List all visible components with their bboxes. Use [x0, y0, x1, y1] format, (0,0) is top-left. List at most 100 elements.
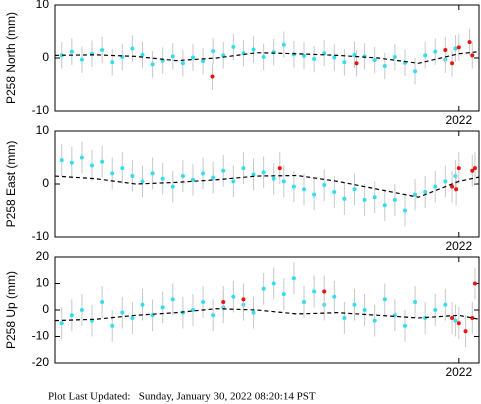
y-tick-label: 0 — [42, 176, 49, 190]
data-point — [352, 187, 357, 192]
data-point — [170, 297, 175, 302]
data-point — [456, 321, 461, 326]
y-tick-label: -10 — [32, 103, 50, 117]
data-point — [140, 302, 145, 307]
data-point — [413, 69, 418, 74]
y-tick-label: -10 — [32, 229, 50, 243]
data-point — [453, 46, 458, 51]
data-point — [140, 52, 145, 57]
data-point — [342, 196, 347, 201]
data-point — [211, 175, 216, 180]
data-point — [413, 300, 418, 305]
data-point — [90, 163, 95, 168]
data-point — [302, 187, 307, 192]
y-tick-label: -10 — [32, 329, 50, 343]
data-point — [100, 159, 105, 164]
data-point — [69, 49, 74, 54]
data-point — [59, 158, 64, 163]
y-axis-label: P258 East (mm) — [4, 141, 18, 228]
data-point — [277, 166, 282, 171]
data-point — [322, 183, 327, 188]
data-point — [261, 170, 266, 175]
data-point — [443, 48, 448, 53]
data-point — [382, 203, 387, 208]
data-point — [392, 197, 397, 202]
data-point — [211, 49, 216, 54]
data-point — [443, 302, 448, 307]
data-point — [472, 281, 477, 286]
data-point — [110, 60, 115, 65]
y-axis-label: P258 Up (mm) — [4, 271, 18, 349]
data-point — [362, 308, 367, 312]
data-point — [221, 300, 226, 305]
data-point — [100, 300, 105, 305]
data-point — [110, 171, 115, 176]
trend-line — [54, 308, 480, 322]
data-point — [342, 315, 347, 320]
y-axis-label: P258 North (mm) — [4, 12, 18, 104]
data-point — [150, 62, 155, 67]
data-point — [450, 315, 455, 320]
data-point — [453, 318, 458, 323]
data-point — [140, 179, 145, 184]
data-point — [180, 174, 185, 179]
data-point — [362, 54, 367, 59]
data-point — [221, 53, 226, 58]
data-point — [372, 318, 377, 323]
data-point — [251, 172, 256, 177]
data-point — [211, 313, 216, 318]
data-point — [423, 53, 428, 58]
x-tick-label: 2022 — [445, 365, 472, 379]
data-point — [352, 302, 357, 307]
x-tick-label: 2022 — [445, 239, 472, 253]
data-point — [291, 276, 296, 281]
data-point — [302, 300, 307, 305]
data-point — [160, 305, 165, 310]
data-point — [170, 54, 175, 59]
data-point — [402, 323, 407, 328]
data-point — [180, 61, 185, 66]
data-point — [251, 47, 256, 52]
data-point — [79, 155, 84, 160]
data-point — [221, 168, 226, 173]
data-point — [450, 61, 455, 66]
data-point — [150, 171, 155, 176]
data-point — [69, 160, 74, 165]
data-point — [467, 40, 472, 45]
data-point — [120, 166, 125, 171]
y-tick-label: -20 — [32, 355, 50, 369]
data-point — [322, 289, 327, 294]
data-point — [210, 74, 215, 79]
data-point — [362, 197, 367, 202]
plot-frame — [54, 130, 480, 238]
data-point — [130, 315, 135, 320]
plot-frame — [54, 256, 480, 364]
data-point — [130, 46, 135, 51]
footer: Plot Last Updated: Sunday, January 30, 2… — [48, 391, 316, 403]
data-point — [382, 63, 387, 68]
data-point — [413, 192, 418, 197]
data-point — [332, 189, 337, 194]
data-point — [241, 297, 246, 302]
data-point — [231, 294, 236, 299]
y-tick-label: 10 — [36, 123, 50, 137]
y-tick-label: 0 — [42, 50, 49, 64]
data-point — [470, 168, 475, 173]
data-point — [372, 195, 377, 200]
data-point — [450, 184, 455, 189]
data-point — [59, 321, 64, 326]
data-point — [281, 179, 286, 184]
data-point — [231, 179, 236, 184]
data-point — [354, 61, 359, 66]
data-point — [69, 313, 74, 318]
data-point — [160, 176, 165, 181]
y-tick-label: 0 — [42, 302, 49, 316]
plot-frame — [54, 4, 480, 112]
data-point — [372, 58, 377, 63]
data-point — [433, 308, 438, 312]
data-point — [470, 315, 475, 320]
y-tick-label: 10 — [36, 276, 50, 290]
data-point — [443, 179, 448, 184]
trend-line — [54, 51, 480, 64]
data-point — [342, 60, 347, 65]
